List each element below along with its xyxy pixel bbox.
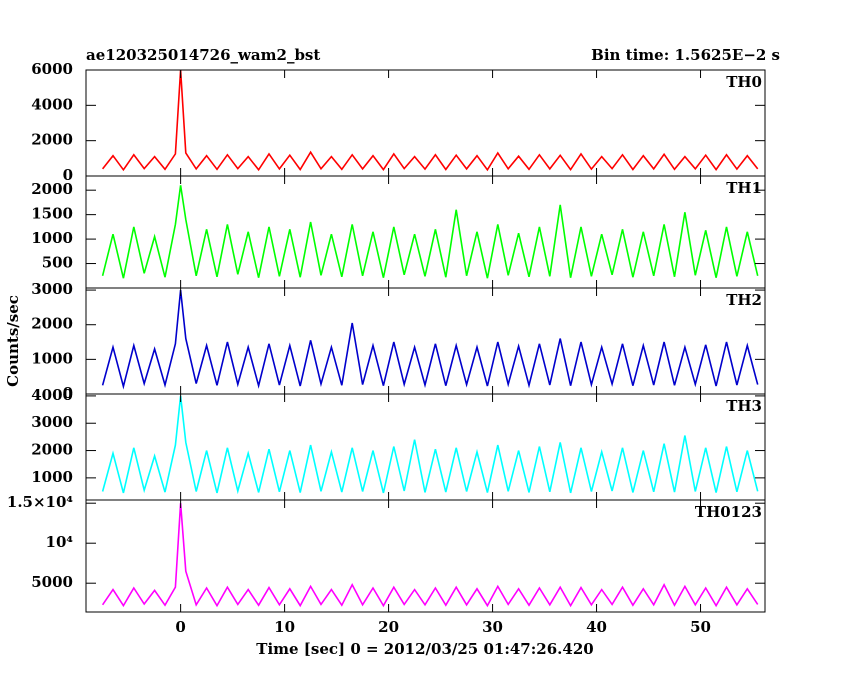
light-curve <box>101 503 759 608</box>
y-tick-label: 3000 <box>31 280 73 298</box>
y-tick-label: 1000 <box>31 229 73 247</box>
y-tick-label: 4000 <box>31 95 73 113</box>
x-tick-label: 20 <box>378 618 399 636</box>
y-tick-label: 10⁴ <box>46 533 74 551</box>
y-tick-label: 2000 <box>31 131 73 149</box>
light-curve <box>101 185 759 279</box>
panel-label: TH0 <box>726 73 762 91</box>
x-tick-label: 30 <box>482 618 503 636</box>
y-tick-label: 1500 <box>31 205 73 223</box>
y-tick-label: 2000 <box>31 441 73 459</box>
light-curve <box>101 70 759 172</box>
y-tick-label: 3000 <box>31 413 73 431</box>
panel-frame <box>85 287 766 395</box>
y-tick-label: 2000 <box>31 180 73 198</box>
panel-frame <box>85 69 766 177</box>
light-curve <box>101 290 759 390</box>
x-tick-label: 0 <box>175 618 185 636</box>
panel-label: TH2 <box>726 291 762 309</box>
y-tick-label: 500 <box>42 254 73 272</box>
y-tick-label: 4000 <box>31 386 73 404</box>
x-axis-label: Time [sec] 0 = 2012/03/25 01:47:26.420 <box>256 640 593 658</box>
panel-label: TH3 <box>726 397 762 415</box>
y-tick-label: 0 <box>63 166 73 184</box>
y-tick-label: 1.5×10⁴ <box>7 493 74 511</box>
y-tick-label: 5000 <box>31 573 73 591</box>
y-tick-label: 0 <box>63 384 73 402</box>
x-tick-label: 40 <box>586 618 607 636</box>
y-tick-label: 1000 <box>31 349 73 367</box>
light-curve <box>101 395 759 495</box>
panel-label: TH0123 <box>695 503 762 521</box>
bin-time: Bin time: 1.5625E−2 s <box>591 46 780 64</box>
y-tick-label: 1000 <box>31 468 73 486</box>
y-axis-label: Counts/sec <box>4 295 22 387</box>
panel-frame <box>85 499 766 613</box>
panel-label: TH1 <box>726 179 762 197</box>
y-tick-label: 6000 <box>31 60 73 78</box>
x-tick-label: 50 <box>690 618 711 636</box>
y-tick-label: 2000 <box>31 315 73 333</box>
x-tick-label: 10 <box>274 618 295 636</box>
chart-title: ae120325014726_wam2_bst <box>86 46 320 64</box>
